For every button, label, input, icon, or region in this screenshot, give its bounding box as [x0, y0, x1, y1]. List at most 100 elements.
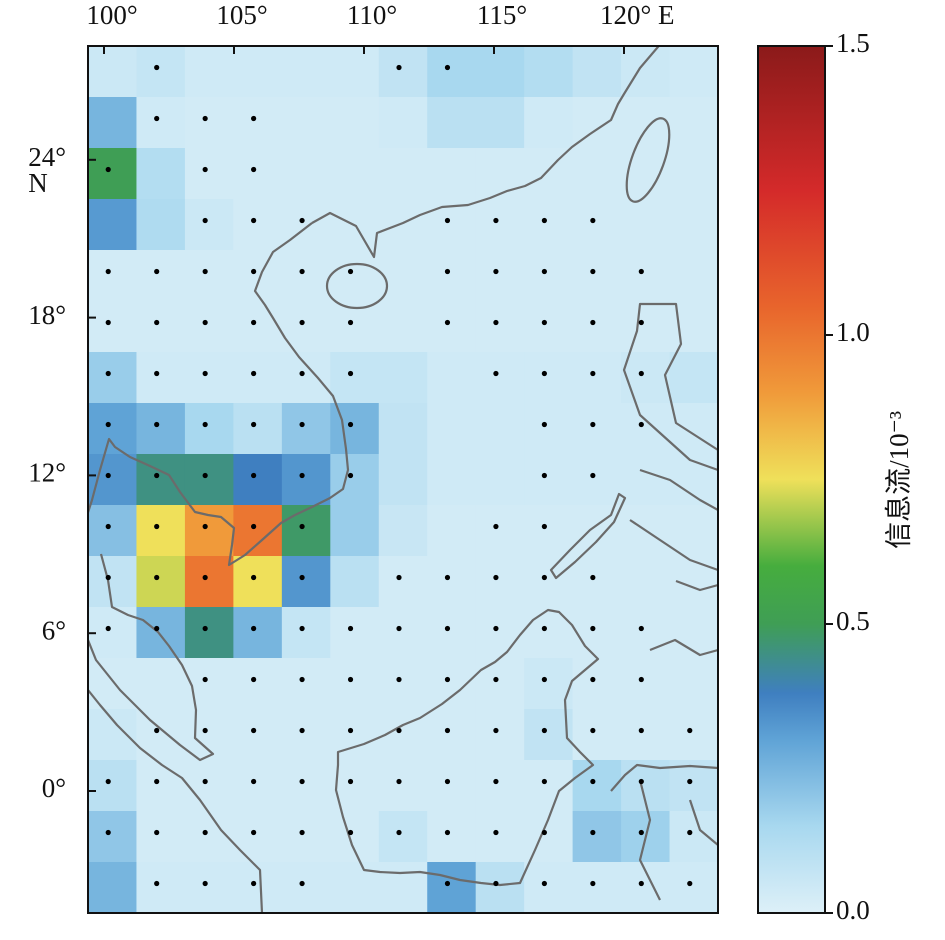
- grid-cell: [233, 556, 283, 608]
- significance-dot: [251, 370, 257, 377]
- significance-dot: [347, 370, 354, 377]
- significance-dot: [105, 625, 111, 632]
- grid-cell: [330, 97, 380, 149]
- grid-cell: [281, 709, 331, 761]
- grid-cell: [524, 556, 574, 608]
- grid-cell: [281, 97, 331, 149]
- significance-dot: [202, 370, 208, 377]
- significance-dot: [251, 319, 257, 326]
- significance-dot: [541, 523, 547, 530]
- significance-dot: [299, 421, 305, 428]
- grid-cell: [233, 709, 283, 761]
- grid-cell: [330, 301, 380, 353]
- lon-tick-label: 100°: [86, 0, 137, 30]
- significance-dot: [541, 727, 547, 734]
- grid-cell: [572, 862, 622, 914]
- grid-cell: [524, 148, 574, 200]
- grid-cell: [378, 403, 428, 455]
- grid-cell: [572, 352, 622, 404]
- significance-dot: [638, 676, 644, 683]
- significance-dot: [202, 523, 208, 530]
- grid-cell: [136, 46, 186, 98]
- significance-dot: [202, 472, 208, 479]
- coastline-borneo: [334, 608, 600, 887]
- significance-dot: [105, 268, 111, 275]
- grid-cell: [669, 811, 719, 863]
- grid-cell: [184, 403, 234, 455]
- significance-dot: [251, 217, 257, 224]
- grid-cell: [524, 46, 574, 98]
- significance-dot: [154, 625, 160, 632]
- colorbar-label: 信息流/10⁻³: [884, 411, 914, 549]
- lat-tick-label: 18°: [28, 300, 66, 330]
- significance-dot: [541, 370, 547, 377]
- significance-dot: [444, 217, 451, 224]
- lat-tick-label: 12°: [28, 458, 66, 488]
- significance-dot: [590, 625, 596, 632]
- grid-cell: [669, 505, 719, 557]
- grid-cell: [281, 403, 331, 455]
- significance-dot: [493, 880, 499, 887]
- grid-cell: [136, 811, 186, 863]
- grid-cell: [621, 97, 671, 149]
- significance-dot: [396, 727, 402, 734]
- grid-cell: [184, 199, 234, 251]
- significance-dot: [396, 676, 402, 683]
- grid-cell: [378, 811, 428, 863]
- grid-cell: [572, 556, 622, 608]
- significance-dot: [638, 370, 644, 377]
- grid-cell: [572, 250, 622, 302]
- significance-dot: [687, 778, 693, 785]
- grid-cell: [330, 505, 380, 557]
- significance-dot: [638, 421, 644, 428]
- grid-cell: [136, 658, 186, 710]
- significance-dot: [251, 880, 257, 887]
- colorbar-tick-label: 0.5: [836, 606, 870, 636]
- significance-dot: [444, 676, 451, 683]
- grid-cell: [136, 709, 186, 761]
- grid-cell: [669, 709, 719, 761]
- grid-cell: [378, 556, 428, 608]
- significance-dot: [202, 829, 208, 836]
- grid-cell: [88, 658, 137, 710]
- grid-cell: [572, 199, 622, 251]
- significance-dot: [202, 778, 208, 785]
- significance-dot: [202, 115, 208, 122]
- grid-cell: [233, 811, 283, 863]
- grid-cell: [88, 403, 137, 455]
- significance-dot: [105, 421, 111, 428]
- grid-cell: [475, 148, 525, 200]
- significance-dot: [396, 778, 402, 785]
- grid-cell: [524, 301, 574, 353]
- significance-dot: [638, 268, 644, 275]
- significance-dot: [590, 727, 596, 734]
- significance-dot: [590, 370, 596, 377]
- significance-dot: [299, 625, 305, 632]
- grid-cell: [524, 607, 574, 659]
- significance-dot: [396, 625, 402, 632]
- coastline-mindanao: [649, 579, 718, 657]
- grid-cell: [621, 403, 671, 455]
- grid-cell: [427, 556, 477, 608]
- grid-cell: [524, 454, 574, 506]
- significance-dot: [202, 574, 208, 581]
- lon-tick-label: 120° E: [600, 0, 675, 30]
- grid-cell: [669, 97, 719, 149]
- grid-cell: [475, 505, 525, 557]
- grid-cell: [524, 862, 574, 914]
- grid-cell: [378, 607, 428, 659]
- significance-dot: [444, 319, 451, 326]
- significance-dot: [590, 676, 596, 683]
- grid-cell: [475, 862, 525, 914]
- significance-dot: [299, 319, 305, 326]
- grid-cell: [88, 760, 137, 812]
- hainan: [325, 262, 389, 310]
- significance-dot: [444, 574, 451, 581]
- significance-dot: [590, 829, 596, 836]
- significance-dot: [154, 115, 160, 122]
- grid-cell: [378, 862, 428, 914]
- grid-cell: [88, 709, 137, 761]
- significance-dot: [493, 268, 499, 275]
- significance-dot: [347, 268, 354, 275]
